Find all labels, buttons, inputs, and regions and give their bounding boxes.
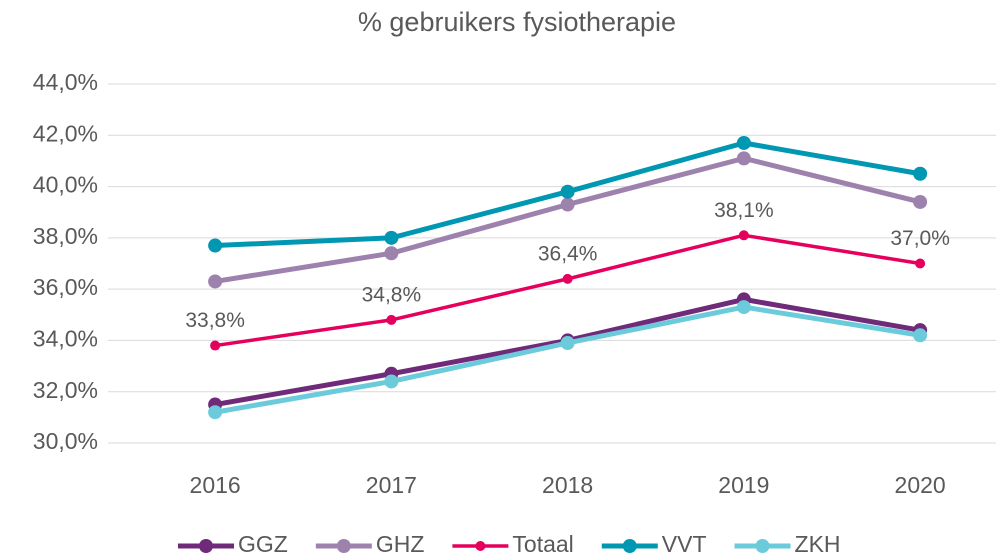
data-point: [384, 230, 399, 245]
legend-marker: [199, 539, 213, 553]
data-point: [384, 374, 399, 389]
y-tick-label: 32,0%: [33, 377, 98, 403]
data-point: [208, 274, 223, 289]
data-label: 33,8%: [185, 309, 245, 332]
y-tick-label: 38,0%: [33, 223, 98, 249]
data-point: [384, 246, 399, 261]
data-point: [560, 335, 575, 350]
y-tick-label: 34,0%: [33, 326, 98, 352]
data-point: [562, 273, 573, 284]
data-point: [560, 197, 575, 212]
legend-label: GGZ: [238, 531, 288, 557]
legend-marker: [755, 539, 770, 553]
data-point: [208, 405, 223, 420]
legend-label: VVT: [662, 531, 707, 557]
chart-title: % gebruikers fysiotherapie: [358, 7, 676, 37]
x-tick-label: 2020: [895, 472, 946, 498]
data-point: [560, 184, 575, 199]
data-point: [208, 238, 223, 253]
data-point: [736, 151, 751, 166]
data-label: 37,0%: [890, 227, 950, 250]
y-tick-label: 44,0%: [33, 69, 98, 95]
data-point: [913, 328, 928, 343]
data-point: [386, 314, 397, 325]
data-point: [210, 340, 221, 351]
x-tick-label: 2017: [366, 472, 417, 498]
legend-marker: [622, 539, 637, 553]
legend-label: ZKH: [795, 531, 841, 557]
series-line: [214, 296, 921, 407]
x-tick-label: 2019: [718, 472, 769, 498]
y-tick-label: 36,0%: [33, 274, 98, 300]
data-label: 38,1%: [714, 199, 774, 222]
legend-marker: [475, 541, 486, 551]
data-point: [913, 166, 928, 181]
data-point: [738, 230, 749, 241]
y-tick-label: 30,0%: [33, 428, 98, 454]
data-point: [736, 300, 751, 315]
data-point: [736, 135, 751, 150]
data-point: [915, 258, 926, 269]
data-label: 36,4%: [538, 242, 598, 265]
y-tick-label: 40,0%: [33, 172, 98, 198]
y-tick-label: 42,0%: [33, 120, 98, 146]
series-line: [214, 304, 921, 415]
data-point: [913, 194, 928, 209]
legend-label: GHZ: [376, 531, 425, 557]
data-label: 34,8%: [362, 283, 422, 306]
legend-label: Totaal: [512, 531, 573, 557]
legend-marker: [336, 539, 351, 553]
x-tick-label: 2018: [542, 472, 593, 498]
x-tick-label: 2016: [190, 472, 241, 498]
